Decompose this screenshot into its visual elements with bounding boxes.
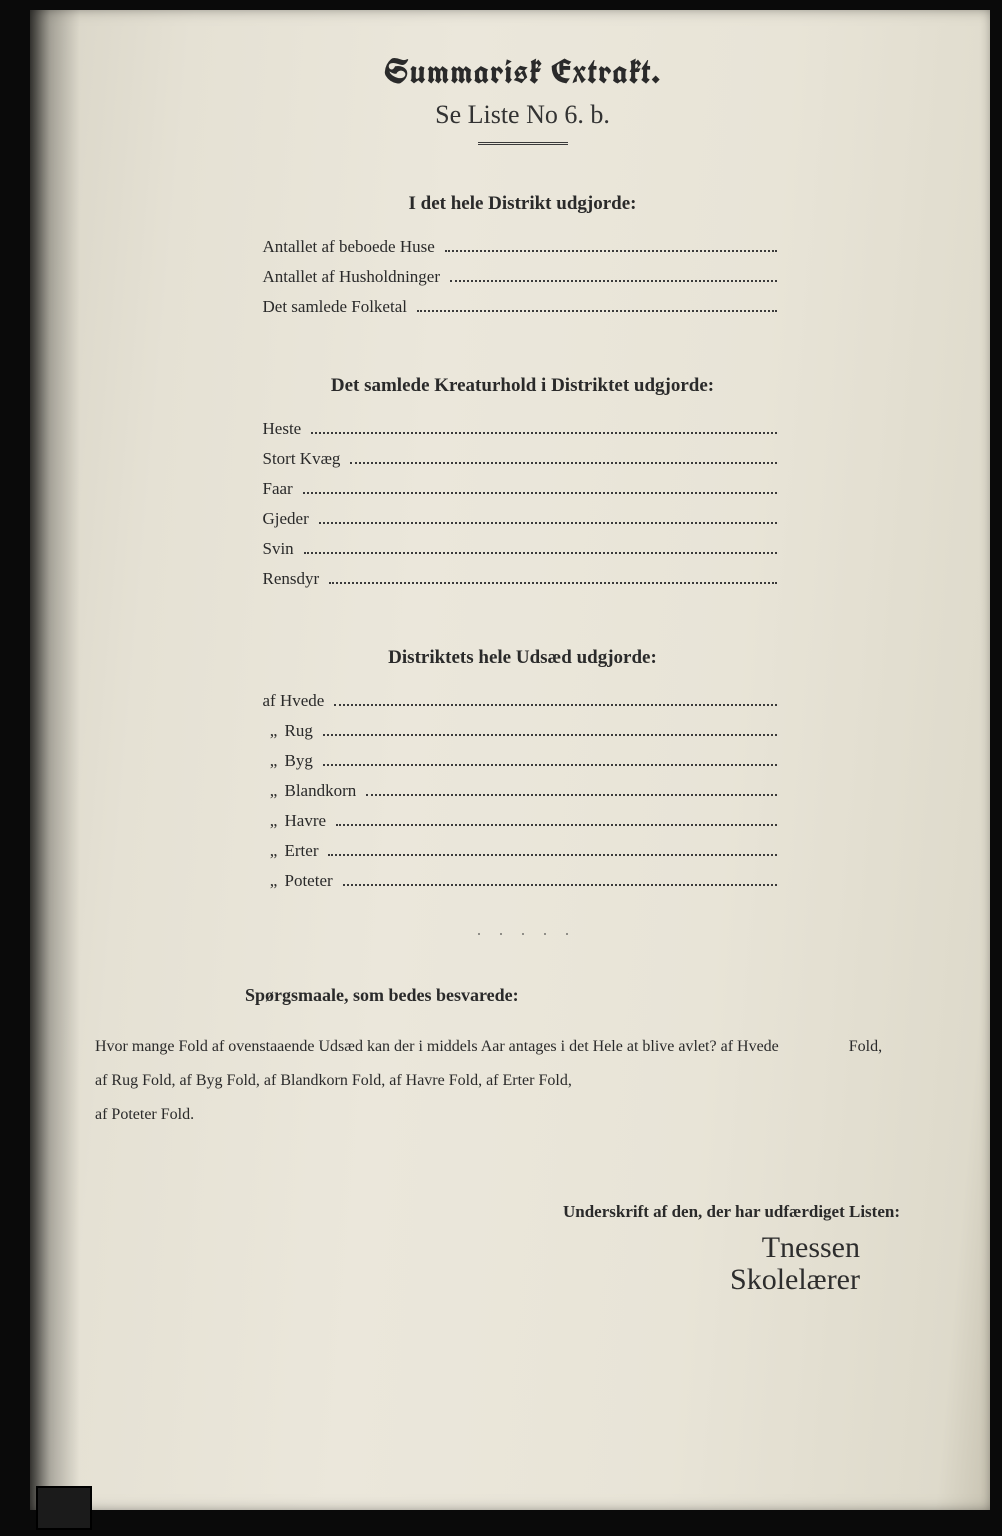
list-item: Antallet af beboede Huse bbox=[263, 237, 783, 267]
section2-heading: Det samlede Kreaturhold i Distriktet udg… bbox=[85, 375, 960, 397]
row-label: Faar bbox=[263, 479, 293, 499]
list-item: „Blandkorn bbox=[263, 781, 783, 811]
row-label: Heste bbox=[263, 419, 302, 439]
crop-name: Havre bbox=[285, 811, 327, 830]
crop-name: Byg bbox=[285, 751, 313, 770]
leader-dots bbox=[350, 462, 776, 464]
row-label: „Poteter bbox=[263, 871, 333, 891]
list-item: „Erter bbox=[263, 841, 783, 871]
ditto-mark: „ bbox=[263, 811, 285, 831]
ditto-mark: „ bbox=[263, 871, 285, 891]
row-label: Det samlede Folketal bbox=[263, 297, 407, 317]
leader-dots bbox=[366, 794, 776, 796]
crop-name: Blandkorn bbox=[285, 781, 357, 800]
leader-dots bbox=[336, 824, 776, 826]
ornament-rule bbox=[468, 931, 578, 937]
row-label: Svin bbox=[263, 539, 294, 559]
row-label: Gjeder bbox=[263, 509, 309, 529]
list-item: Heste bbox=[263, 419, 783, 449]
fold-line2: af Rug Fold, af Byg Fold, af Blandkorn F… bbox=[95, 1072, 572, 1089]
fold-line1b: Fold, bbox=[849, 1038, 882, 1055]
list-item: af Hvede bbox=[263, 691, 783, 721]
document-subtitle: Se Liste No 6. b. bbox=[85, 100, 960, 130]
leader-dots bbox=[343, 884, 777, 886]
signature-block: Tnessen Skolelærer bbox=[85, 1232, 960, 1295]
title-rule bbox=[478, 142, 568, 145]
section1-heading: I det hele Distrikt udgjorde: bbox=[85, 193, 960, 215]
crop-name: Erter bbox=[285, 841, 319, 860]
leader-dots bbox=[319, 522, 777, 524]
row-label: af Hvede bbox=[263, 691, 325, 711]
binding-shadow bbox=[30, 10, 80, 1510]
row-label: „Havre bbox=[263, 811, 327, 831]
list-item: „Rug bbox=[263, 721, 783, 751]
fold-paragraph: Hvor mange Fold af ovenstaaende Udsæd ka… bbox=[85, 1030, 960, 1132]
row-label: Rensdyr bbox=[263, 569, 320, 589]
signature-name: Tnessen bbox=[762, 1231, 860, 1264]
leader-dots bbox=[450, 280, 776, 282]
section1-list: Antallet af beboede Huse Antallet af Hus… bbox=[263, 237, 783, 327]
row-label: Stort Kvæg bbox=[263, 449, 341, 469]
row-label: Antallet af beboede Huse bbox=[263, 237, 435, 257]
signature-heading: Underskrift af den, der har udfærdiget L… bbox=[85, 1202, 960, 1222]
list-item: „Havre bbox=[263, 811, 783, 841]
leader-dots bbox=[328, 854, 776, 856]
archive-tab bbox=[36, 1486, 92, 1530]
list-item: Svin bbox=[263, 539, 783, 569]
list-item: Faar bbox=[263, 479, 783, 509]
leader-dots bbox=[311, 432, 776, 434]
crop-name: Hvede bbox=[280, 691, 324, 710]
leader-dots bbox=[323, 734, 777, 736]
list-item: Rensdyr bbox=[263, 569, 783, 599]
crop-name: Rug bbox=[285, 721, 313, 740]
ditto-mark: „ bbox=[263, 751, 285, 771]
leader-dots bbox=[323, 764, 777, 766]
list-item: Stort Kvæg bbox=[263, 449, 783, 479]
leader-dots bbox=[417, 310, 777, 312]
leader-dots bbox=[329, 582, 776, 584]
scanned-page: Summarisk Extrakt. Se Liste No 6. b. I d… bbox=[30, 10, 990, 1510]
list-item: Gjeder bbox=[263, 509, 783, 539]
lead-af: af bbox=[263, 691, 276, 710]
ditto-mark: „ bbox=[263, 781, 285, 801]
questions-heading: Spørgsmaale, som bedes besvarede: bbox=[245, 985, 960, 1006]
row-label: „Erter bbox=[263, 841, 319, 861]
row-label: „Rug bbox=[263, 721, 313, 741]
section3-heading: Distriktets hele Udsæd udgjorde: bbox=[85, 647, 960, 669]
row-label: „Byg bbox=[263, 751, 313, 771]
leader-dots bbox=[303, 492, 777, 494]
section2-list: Heste Stort Kvæg Faar Gjeder Svin Rensdy… bbox=[263, 419, 783, 599]
row-label: „Blandkorn bbox=[263, 781, 357, 801]
fold-line1a: Hvor mange Fold af ovenstaaende Udsæd ka… bbox=[95, 1038, 779, 1055]
list-item: Antallet af Husholdninger bbox=[263, 267, 783, 297]
ditto-mark: „ bbox=[263, 721, 285, 741]
list-item: „Poteter bbox=[263, 871, 783, 901]
fold-line3: af Poteter Fold. bbox=[95, 1106, 194, 1123]
document-title: Summarisk Extrakt. bbox=[85, 50, 960, 94]
signature-role: Skolelærer bbox=[730, 1263, 860, 1296]
list-item: Det samlede Folketal bbox=[263, 297, 783, 327]
crop-name: Poteter bbox=[285, 871, 333, 890]
leader-dots bbox=[304, 552, 777, 554]
section3-list: af Hvede „Rug „Byg „Blandkorn „Havre „Er… bbox=[263, 691, 783, 901]
leader-dots bbox=[334, 704, 776, 706]
list-item: „Byg bbox=[263, 751, 783, 781]
page-content: Summarisk Extrakt. Se Liste No 6. b. I d… bbox=[85, 50, 960, 1480]
leader-dots bbox=[445, 250, 777, 252]
ditto-mark: „ bbox=[263, 841, 285, 861]
row-label: Antallet af Husholdninger bbox=[263, 267, 441, 287]
